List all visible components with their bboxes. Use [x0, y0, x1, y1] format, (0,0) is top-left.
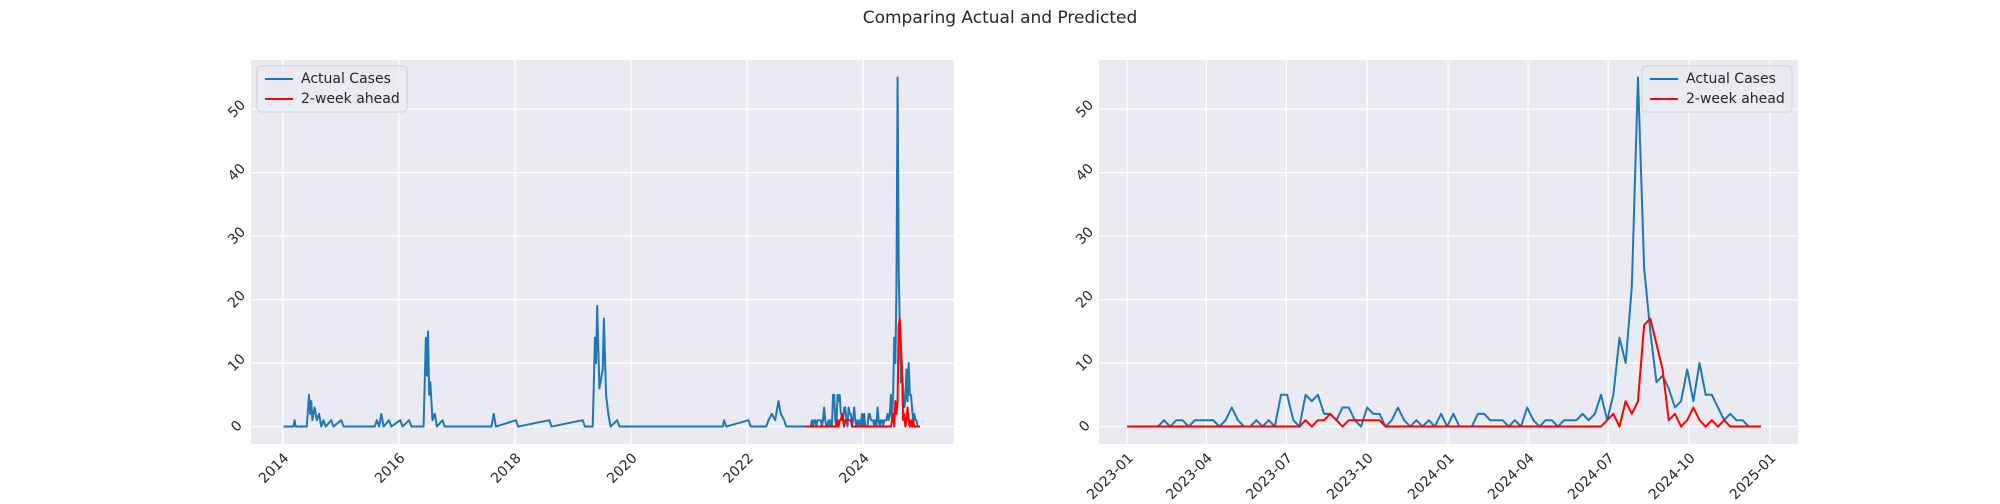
x-tick-label: 2024	[836, 450, 873, 487]
y-tick-label: 10	[1073, 351, 1097, 375]
x-tick-label: 2023-10	[1324, 450, 1377, 500]
x-tick-label: 2014	[256, 450, 293, 487]
y-tick-label: 10	[225, 351, 249, 375]
y-tick-label: 0	[1076, 418, 1094, 436]
x-tick-label: 2024-10	[1646, 450, 1699, 500]
legend-box	[256, 65, 408, 113]
x-tick-label: 2025-01	[1727, 450, 1780, 500]
y-tick-label: 40	[1073, 161, 1097, 185]
x-tick-label: 2023-01	[1084, 450, 1137, 500]
x-tick-label: 2023-07	[1243, 450, 1296, 500]
y-tick-label: 50	[225, 97, 249, 121]
series-line	[1127, 317, 1762, 428]
series-line	[1127, 76, 1762, 428]
series-line	[805, 317, 920, 428]
legend-label: 2-week ahead	[301, 91, 400, 107]
x-tick-label: 2020	[604, 450, 641, 487]
y-tick-label: 50	[1073, 97, 1097, 121]
axes: 0 10 20 30 40 50 2014 2016 2018 2020 2022 2024 Actua…	[225, 60, 954, 487]
legend-box	[1641, 65, 1793, 113]
x-tick-label: 2018	[488, 450, 525, 487]
x-tick-label: 2024-04	[1485, 450, 1538, 500]
axes: 0 10 20 30 40 50 2023-01 2023-04 2023-07 2023-10 2…	[1073, 60, 1798, 503]
x-tick-label: 2016	[372, 450, 409, 487]
y-tick-label: 0	[228, 418, 246, 436]
plot-background	[251, 60, 954, 444]
x-tick-label: 2024-07	[1565, 450, 1618, 500]
x-tick-label: 2023-04	[1163, 450, 1216, 500]
series-line	[283, 76, 920, 428]
y-tick-label: 20	[225, 288, 249, 312]
legend-label: Actual Cases	[1686, 71, 1776, 87]
y-tick-label: 30	[1073, 224, 1097, 248]
x-tick-label: 2024-01	[1405, 450, 1458, 500]
y-tick-label: 20	[1073, 288, 1097, 312]
y-tick-label: 30	[225, 224, 249, 248]
legend-label: Actual Cases	[301, 71, 391, 87]
x-tick-label: 2022	[720, 450, 757, 487]
figure-title: Comparing Actual and Predicted	[863, 8, 1138, 28]
y-tick-label: 40	[225, 161, 249, 185]
legend-label: 2-week ahead	[1686, 91, 1785, 107]
